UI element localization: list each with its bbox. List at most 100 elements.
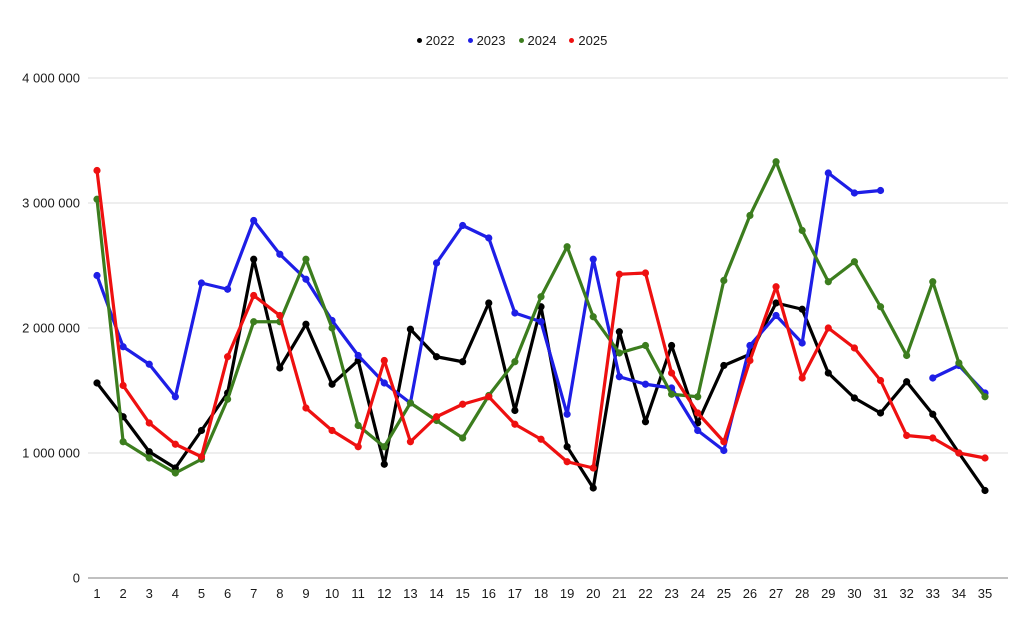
data-point-2025-week-26 [746,356,754,365]
data-point-2022-week-5 [197,426,206,435]
data-point-2022-week-17 [511,406,519,415]
data-point-2022-week-15 [459,358,467,366]
data-point-2024-week-33 [929,278,937,286]
data-point-2024-week-27 [772,158,780,166]
data-point-2023-week-15 [459,221,467,230]
data-point-2023-week-20 [589,255,597,263]
data-point-2025-week-33 [929,434,937,442]
data-point-2024-week-32 [903,351,911,360]
x-axis-tick-label-11: 11 [351,586,365,601]
data-point-2023-week-1 [93,271,101,280]
data-point-2025-week-5 [197,453,206,461]
data-point-2022-week-16 [485,299,493,307]
data-point-2023-week-3 [145,360,153,368]
data-point-2024-week-20 [589,313,597,321]
data-point-2023-week-22 [641,380,650,388]
data-point-2022-week-4 [171,464,179,472]
data-point-2023-week-2 [119,343,127,351]
data-point-2024-week-34 [955,359,963,367]
x-axis-tick-label-18: 18 [534,586,548,601]
data-point-2025-week-6 [223,353,232,361]
data-point-2024-week-4 [171,469,179,477]
x-axis-tick-label-23: 23 [664,586,678,601]
data-point-2025-week-10 [328,426,336,435]
data-point-2022-week-1 [93,379,101,387]
x-axis-tick-label-25: 25 [717,586,731,601]
data-point-2025-week-15 [459,400,467,408]
data-point-2023-week-17 [511,309,519,317]
data-point-2025-week-30 [850,344,859,352]
data-point-2023-week-33 [929,374,937,382]
data-point-2025-week-19 [563,458,571,466]
data-point-2024-week-19 [563,243,571,251]
data-point-2024-week-35 [981,393,989,401]
data-point-2022-week-28 [798,305,806,313]
x-axis-tick-label-19: 19 [560,586,574,601]
x-axis-tick-label-13: 13 [403,586,417,601]
series-2024 [93,158,989,477]
series-2023 [93,169,989,455]
x-axis-tick-label-17: 17 [508,586,522,601]
data-point-2025-week-21 [615,270,623,278]
y-axis-tick-label: 0 [73,571,80,586]
x-axis-tick-label-35: 35 [978,586,992,601]
data-point-2023-week-31 [876,186,885,195]
data-point-2024-week-26 [746,211,754,220]
data-point-2024-week-24 [694,393,702,401]
x-axis-tick-label-22: 22 [638,586,652,601]
x-axis-tick-label-27: 27 [769,586,783,601]
legend-item-2022: 2022 [416,34,455,47]
x-axis-tick-label-33: 33 [926,586,940,601]
data-point-2025-week-18 [537,435,545,443]
y-axis-tick-label: 3 000 000 [22,196,80,211]
data-point-2024-week-21 [615,349,623,357]
data-point-2022-week-32 [903,378,911,386]
data-point-2024-week-25 [720,276,728,285]
x-axis-tick-label-16: 16 [482,586,496,601]
data-point-2023-week-16 [485,234,493,242]
data-point-2025-week-27 [772,283,780,291]
y-axis-tick-label: 4 000 000 [22,71,80,86]
data-point-2022-week-30 [850,394,859,402]
y-axis-tick-label: 2 000 000 [22,321,80,336]
data-point-2025-week-28 [798,374,806,382]
legend-item-2023: 2023 [467,32,506,48]
legend-item-2025: 2025 [569,34,607,47]
data-point-2024-week-11 [354,421,362,430]
data-point-2025-week-17 [511,420,519,428]
x-axis-tick-label-29: 29 [821,586,835,601]
data-point-2024-week-3 [145,454,153,462]
data-point-2024-week-15 [459,434,467,442]
x-axis-tick-label-26: 26 [743,586,757,601]
data-point-2023-week-28 [798,339,806,347]
data-point-2023-week-26 [746,341,754,350]
legend-label-2023: 2023 [476,32,506,48]
data-point-2025-week-24 [694,409,702,417]
data-point-2022-week-35 [981,486,989,495]
x-axis-tick-label-10: 10 [325,586,339,601]
data-point-2022-week-13 [406,325,415,333]
legend-bullet-icon-2022 [416,37,422,43]
x-axis-tick-label-4: 4 [172,586,179,601]
series-2022 [93,255,989,495]
x-axis-tick-label-30: 30 [847,586,861,601]
data-point-2022-week-12 [380,460,388,468]
data-point-2023-week-5 [197,279,206,287]
chart-legend: 2022 2023 2024 2025 [0,31,1024,49]
data-point-2023-week-24 [694,426,702,435]
legend-bullet-icon-2023 [467,37,473,43]
data-point-2022-week-27 [772,299,780,307]
data-point-2022-week-22 [641,418,650,426]
data-point-2022-week-10 [328,380,336,388]
x-axis-tick-label-6: 6 [224,586,231,601]
x-axis-tick-label-28: 28 [795,586,809,601]
data-point-2024-week-31 [876,303,885,311]
data-point-2024-week-18 [537,293,545,301]
data-point-2025-week-3 [145,419,153,427]
legend-bullet-icon-2024 [518,37,524,43]
x-axis-tick-label-20: 20 [586,586,600,601]
x-axis-tick-label-21: 21 [612,586,626,601]
data-point-2023-week-14 [432,259,441,267]
data-point-2025-week-2 [119,381,127,390]
